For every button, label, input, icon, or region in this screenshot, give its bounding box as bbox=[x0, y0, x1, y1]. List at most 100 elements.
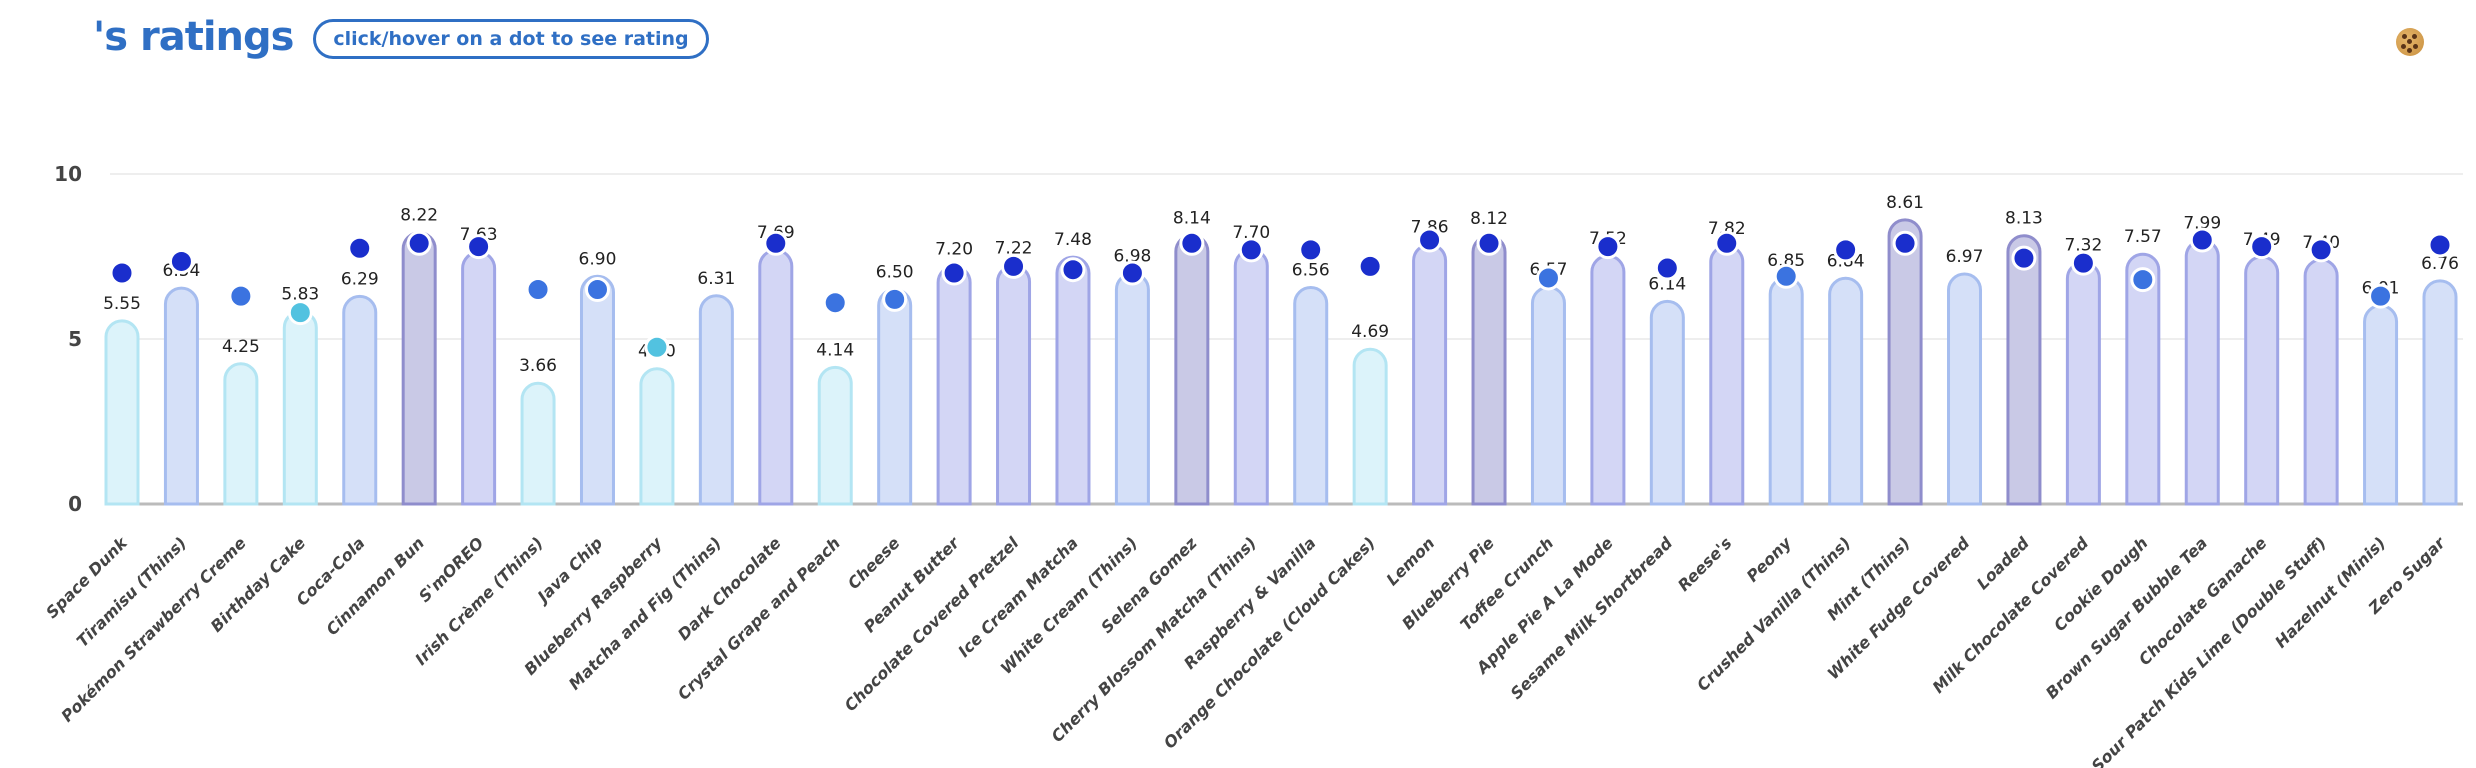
bar-value-label: 7.48 bbox=[1054, 230, 1092, 250]
bar-value-label: 3.66 bbox=[519, 356, 557, 376]
rating-dot[interactable] bbox=[2070, 250, 2096, 276]
bar[interactable] bbox=[1709, 244, 1745, 506]
bar[interactable] bbox=[282, 310, 318, 506]
bar[interactable] bbox=[520, 381, 556, 506]
rating-dot[interactable] bbox=[1892, 230, 1918, 256]
rating-dot[interactable] bbox=[1654, 255, 1680, 281]
bar[interactable] bbox=[1174, 233, 1210, 506]
y-tick-label: 5 bbox=[68, 327, 82, 351]
rating-dot[interactable] bbox=[2130, 267, 2156, 293]
bar[interactable] bbox=[1114, 272, 1150, 506]
bar-value-label: 8.13 bbox=[2005, 209, 2043, 229]
rating-dot[interactable] bbox=[1773, 263, 1799, 289]
rating-dot[interactable] bbox=[1357, 253, 1383, 279]
bar[interactable] bbox=[2125, 252, 2161, 506]
rating-dot[interactable] bbox=[1595, 234, 1621, 260]
bar[interactable] bbox=[2422, 279, 2458, 506]
bar[interactable] bbox=[2006, 234, 2042, 506]
rating-dot[interactable] bbox=[2189, 227, 2215, 253]
rating-dot[interactable] bbox=[1476, 230, 1502, 256]
bar[interactable] bbox=[1233, 248, 1269, 506]
x-tick-label: Reese's bbox=[1674, 533, 1736, 595]
rating-dot[interactable] bbox=[1001, 253, 1027, 279]
rating-dot[interactable] bbox=[882, 286, 908, 312]
bar[interactable] bbox=[936, 264, 972, 506]
bar[interactable] bbox=[698, 294, 734, 506]
bar-value-label: 8.22 bbox=[400, 206, 438, 226]
bar[interactable] bbox=[401, 231, 437, 506]
bar[interactable] bbox=[639, 367, 675, 506]
rating-dot[interactable] bbox=[644, 334, 670, 360]
bar-value-label: 6.50 bbox=[876, 263, 914, 283]
bar[interactable] bbox=[342, 294, 378, 506]
bar[interactable] bbox=[1828, 276, 1864, 506]
rating-dot[interactable] bbox=[1417, 227, 1443, 253]
rating-dot[interactable] bbox=[2011, 245, 2037, 271]
rating-dot[interactable] bbox=[406, 230, 432, 256]
rating-dot[interactable] bbox=[1714, 230, 1740, 256]
rating-dot[interactable] bbox=[1833, 237, 1859, 263]
bar[interactable] bbox=[877, 288, 913, 506]
y-tick-label: 10 bbox=[54, 162, 82, 186]
rating-dot[interactable] bbox=[1535, 265, 1561, 291]
bar[interactable] bbox=[1590, 254, 1626, 506]
bar[interactable] bbox=[2244, 255, 2280, 506]
rating-dot[interactable] bbox=[168, 248, 194, 274]
bar[interactable] bbox=[1293, 286, 1329, 506]
bar[interactable] bbox=[2303, 258, 2339, 506]
bar[interactable] bbox=[1887, 218, 1923, 506]
cookie-icon[interactable] bbox=[2396, 28, 2424, 56]
bar[interactable] bbox=[579, 274, 615, 506]
rating-dot[interactable] bbox=[1119, 260, 1145, 286]
rating-dot[interactable] bbox=[822, 290, 848, 316]
bar-value-label: 6.85 bbox=[1767, 251, 1805, 271]
rating-dot[interactable] bbox=[347, 235, 373, 261]
bar-value-label: 8.61 bbox=[1886, 193, 1924, 213]
rating-dot[interactable] bbox=[1179, 230, 1205, 256]
bar[interactable] bbox=[2363, 304, 2399, 506]
rating-dot[interactable] bbox=[109, 260, 135, 286]
bar-value-label: 7.22 bbox=[995, 239, 1033, 259]
rating-dot[interactable] bbox=[2308, 237, 2334, 263]
rating-dot[interactable] bbox=[2427, 232, 2453, 258]
bar-value-label: 7.99 bbox=[2183, 213, 2221, 233]
rating-dot[interactable] bbox=[2249, 234, 2275, 260]
bar[interactable] bbox=[817, 365, 853, 506]
page-title: 's ratings bbox=[93, 14, 294, 60]
rating-dot[interactable] bbox=[466, 234, 492, 260]
bar[interactable] bbox=[223, 362, 259, 506]
bar-value-label: 8.12 bbox=[1470, 209, 1508, 229]
rating-dot[interactable] bbox=[2368, 283, 2394, 309]
bar[interactable] bbox=[104, 319, 140, 506]
bar[interactable] bbox=[2184, 238, 2220, 506]
bar[interactable] bbox=[461, 250, 497, 506]
bar[interactable] bbox=[163, 286, 199, 506]
bar[interactable] bbox=[1768, 276, 1804, 506]
rating-dot[interactable] bbox=[1298, 237, 1324, 263]
rating-dot[interactable] bbox=[287, 300, 313, 326]
bar[interactable] bbox=[1649, 299, 1685, 506]
rating-dot[interactable] bbox=[763, 230, 789, 256]
bar[interactable] bbox=[1947, 272, 1983, 506]
rating-dot[interactable] bbox=[941, 260, 967, 286]
bar[interactable] bbox=[1055, 255, 1091, 506]
x-tick-label: Tiramisu (Thins) bbox=[73, 533, 190, 650]
x-tick-label: Orange Chocolate (Cloud Cakes) bbox=[1160, 533, 1379, 752]
rating-dot[interactable] bbox=[584, 277, 610, 302]
rating-dot[interactable] bbox=[1060, 257, 1086, 283]
bar[interactable] bbox=[996, 264, 1032, 506]
rating-dot[interactable] bbox=[228, 283, 254, 309]
bar[interactable] bbox=[1352, 347, 1388, 506]
rating-dot[interactable] bbox=[525, 277, 551, 302]
bar[interactable] bbox=[1412, 243, 1448, 506]
bar[interactable] bbox=[1530, 285, 1566, 506]
hint-button[interactable]: click/hover on a dot to see rating bbox=[313, 19, 709, 59]
rating-dot[interactable] bbox=[1238, 237, 1264, 263]
bar[interactable] bbox=[2065, 260, 2101, 506]
x-tick-label: Lemon bbox=[1382, 533, 1438, 589]
bar-value-label: 6.76 bbox=[2421, 254, 2459, 274]
x-tick-label: Cherry Blossom Matcha (Thins) bbox=[1048, 533, 1261, 746]
bar-value-label: 5.83 bbox=[281, 285, 319, 305]
bar[interactable] bbox=[1471, 234, 1507, 506]
bar[interactable] bbox=[758, 248, 794, 506]
